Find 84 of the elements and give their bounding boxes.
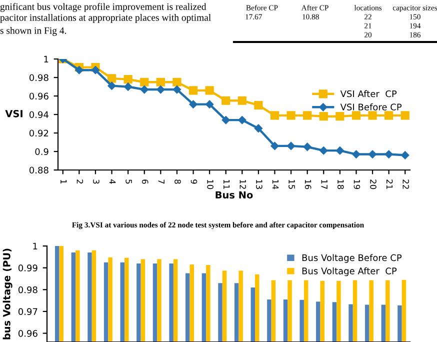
x-axis-title: Bus No: [216, 191, 253, 199]
x-tick-label: 4: [109, 179, 116, 184]
point: [303, 142, 312, 151]
x-tick-label: 9: [190, 180, 198, 184]
point: [124, 82, 132, 91]
y-tick-label: 0.94: [29, 111, 48, 118]
point: [91, 66, 100, 74]
point: [140, 78, 149, 86]
x-tick-label: 20: [370, 180, 376, 190]
x-tick-label: 18: [338, 180, 344, 190]
point: [205, 86, 214, 95]
point: [400, 111, 410, 120]
point: [287, 142, 296, 150]
point: [238, 96, 246, 105]
point: [352, 150, 360, 158]
x-tick-label: 14: [272, 180, 279, 190]
x-tick-label: 11: [224, 180, 230, 189]
x-tick-label: 21: [386, 180, 393, 189]
point: [172, 78, 182, 86]
y-tick-label: 0.97: [18, 308, 38, 316]
x-tick-label: 1: [60, 180, 67, 184]
x-tick-label: 12: [240, 180, 246, 189]
text: gnificant bus voltage profile improvement is realized: [0, 3, 206, 12]
point: [140, 85, 148, 94]
point: [108, 82, 116, 90]
point: [75, 66, 84, 74]
x-tick-label: 3: [93, 180, 100, 184]
x-tick-label: 6: [142, 180, 148, 184]
point: [107, 74, 116, 83]
y-tick-label: 0.96: [29, 92, 48, 100]
point: [156, 85, 165, 94]
point: [222, 96, 230, 105]
y-tick-label: 1: [33, 242, 38, 250]
point: [270, 142, 279, 150]
x-tick-label: 7: [158, 180, 164, 184]
point: [336, 112, 344, 121]
point: [352, 111, 361, 120]
y-tick-label: 0.98: [18, 286, 38, 294]
point: [222, 116, 230, 124]
point: [401, 151, 410, 160]
point: [270, 111, 280, 120]
y-tick-label: 0.96: [18, 330, 38, 337]
point: [254, 100, 263, 110]
point: [303, 111, 312, 120]
point: [336, 146, 344, 155]
point: [368, 150, 377, 158]
y-tick-label: 0.88: [29, 166, 48, 174]
y-tick-label: 0.98: [29, 74, 48, 82]
point: [172, 85, 181, 94]
point: [368, 111, 377, 120]
point: [384, 111, 394, 120]
x-tick-label: 22: [402, 180, 409, 189]
text: s shown in Fig 4.: [0, 27, 66, 36]
point: [320, 146, 328, 155]
point: [206, 100, 214, 108]
x-tick-label: 16: [304, 180, 312, 190]
point: [124, 75, 132, 84]
x-tick-label: 8: [174, 180, 181, 184]
text: pacitor installations at appropriate places with optimal: [0, 14, 211, 23]
legend-label: VSI After CP: [340, 90, 397, 98]
legend-label: Bus Voltage Before CP: [302, 254, 402, 263]
point: [189, 100, 198, 108]
y-tick-label: 1: [44, 56, 48, 62]
legend-label: Bus Voltage After CP: [302, 267, 397, 276]
x-tick-label: 2: [76, 180, 84, 184]
y-tick-label: 0.9: [35, 148, 48, 156]
point: [188, 86, 198, 95]
point: [156, 78, 165, 86]
point: [286, 111, 296, 120]
x-tick-label: 19: [354, 180, 360, 190]
point: [384, 150, 393, 158]
x-tick-label: 13: [256, 180, 262, 189]
x-tick-label: 17: [321, 180, 328, 189]
point: [238, 116, 246, 124]
x-tick-label: 15: [288, 180, 295, 189]
y-axis-title: bus Voltage (PU): [2, 248, 12, 340]
legend-label: VSI Before CP: [340, 103, 402, 110]
y-tick-label: 0.99: [18, 264, 38, 272]
point: [319, 112, 328, 121]
x-tick-label: 5: [126, 180, 132, 184]
y-tick-label: 0.92: [29, 130, 48, 137]
point: [254, 124, 262, 132]
x-tick-label: 10: [207, 180, 214, 190]
y-axis-title: VSI: [5, 110, 22, 118]
